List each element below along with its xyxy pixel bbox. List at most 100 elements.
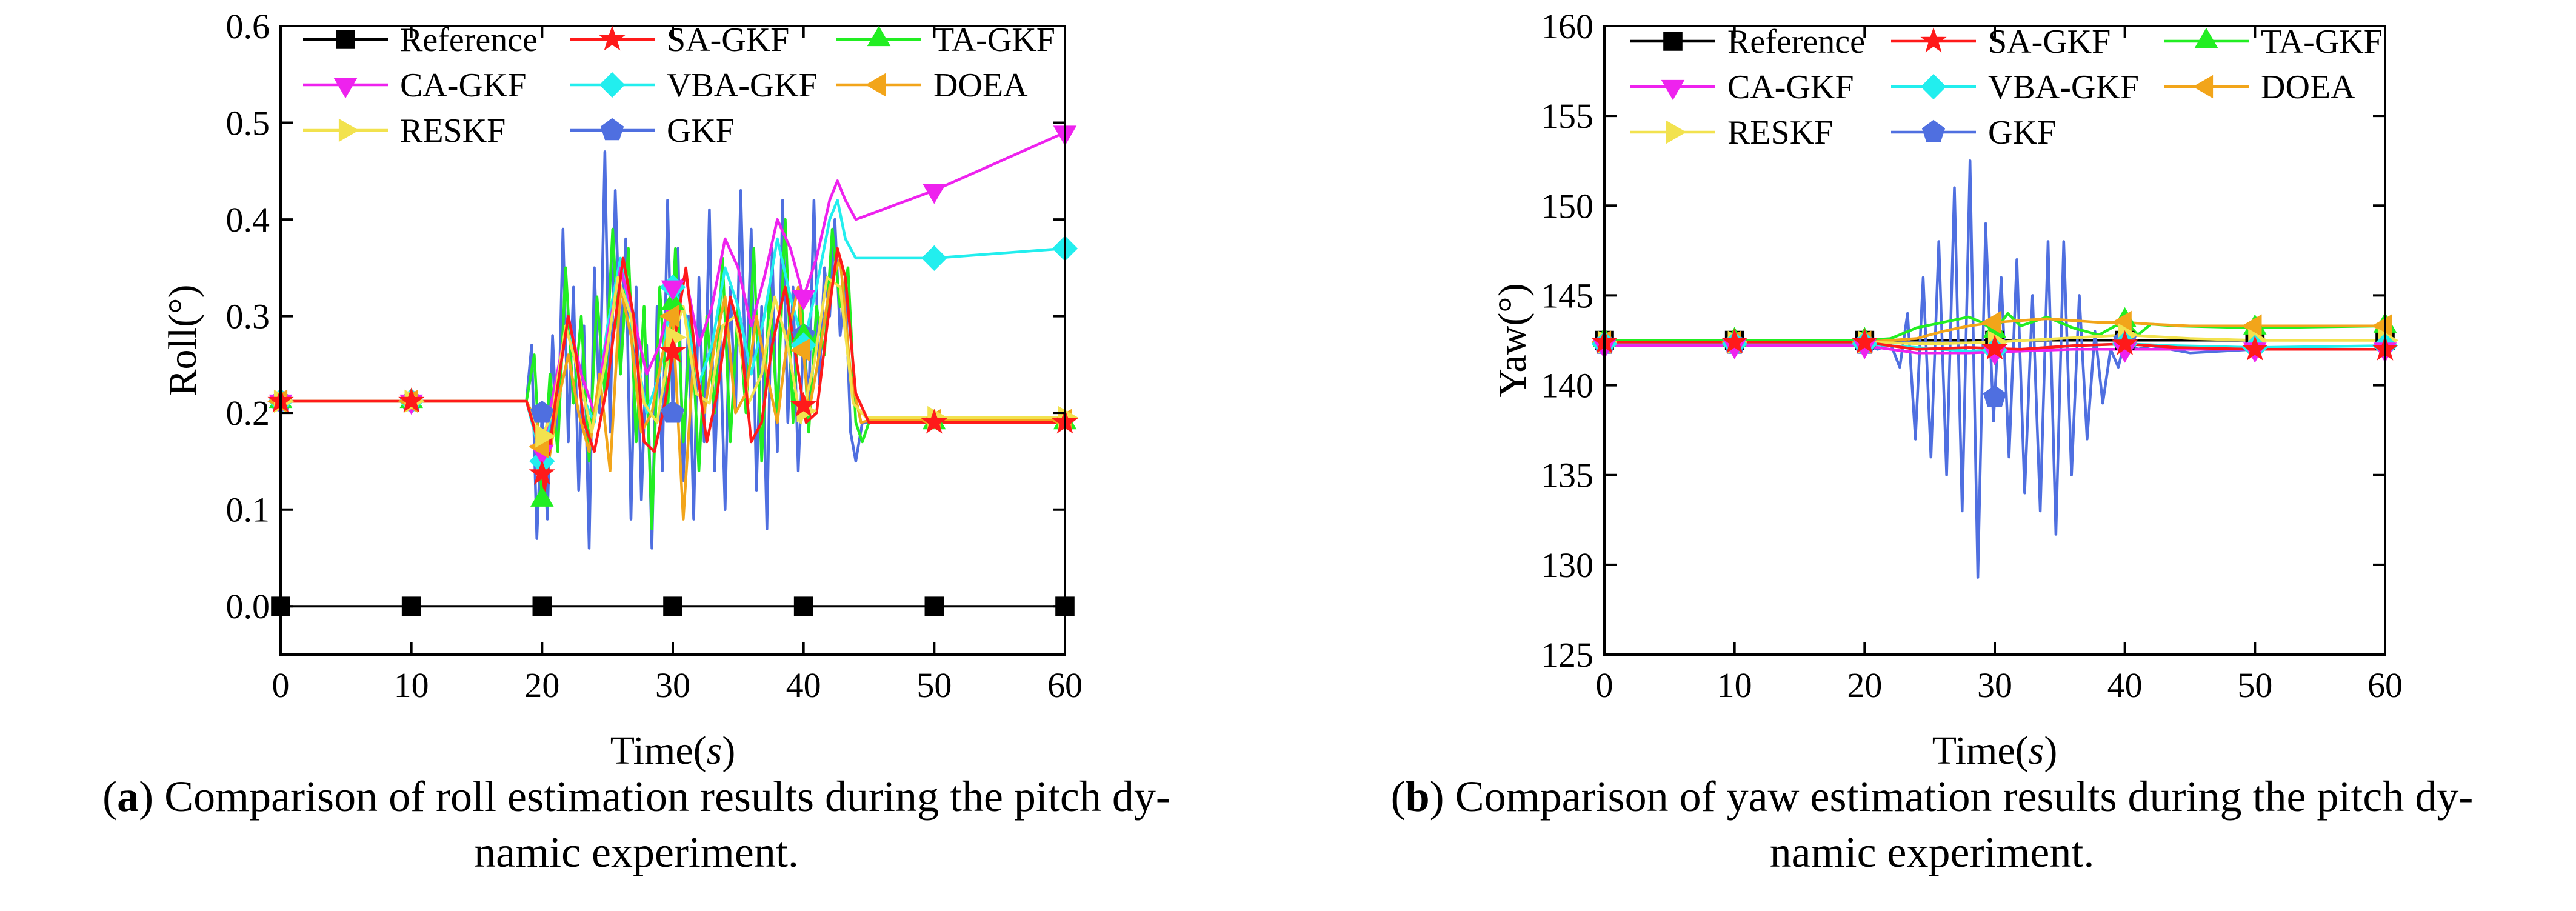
yaw-legend-vba-gkf-label: VBA-GKF [1988, 68, 2139, 106]
yaw-y-tick-label: 125 [1541, 635, 1593, 675]
yaw-x-tick-label: 40 [2107, 666, 2143, 705]
yaw-legend-doea-marker [2192, 75, 2214, 99]
roll-series-vba-gkf-marker [921, 245, 947, 271]
roll-series-ca-gkf-line [281, 131, 1065, 453]
roll-series-reference-marker [924, 596, 944, 616]
yaw-legend-ca-gkf-marker [1661, 79, 1685, 101]
roll-legend-gkf-marker [600, 118, 624, 141]
caption-a-text-line2: namic experiment. [474, 828, 799, 876]
roll-series-reference-marker [401, 596, 421, 616]
roll-legend-sa-gkf-marker [599, 25, 626, 51]
caption-a-label: a [117, 772, 139, 821]
roll-y-tick-label: 0.5 [226, 104, 270, 143]
roll-y-tick-label: 0.1 [226, 490, 270, 530]
yaw-x-tick-label: 50 [2237, 666, 2272, 705]
yaw-series-sa-gkf-marker [1851, 328, 1878, 353]
yaw-series-ta-gkf-line [1604, 312, 2385, 342]
yaw-y-axis-label: Yaw(°) [1490, 283, 1535, 397]
yaw-y-tick-label: 135 [1541, 456, 1593, 495]
roll-legend-reference-marker [336, 30, 355, 49]
roll-series-reskf-marker [535, 424, 556, 448]
roll-y-tick-label: 0.0 [226, 587, 270, 626]
yaw-chart-panel: 0 10 20 30 40 50 60 125 130 135 140 145 150 155 160 Tim… [1490, 7, 2403, 773]
roll-legend-reskf-marker [338, 118, 359, 142]
yaw-y-tick-label: 140 [1541, 366, 1593, 405]
roll-legend-ta-gkf-label: TA-GKF [933, 21, 1055, 59]
yaw-legend-ca-gkf-label: CA-GKF [1727, 68, 1854, 106]
roll-legend-vba-gkf-label: VBA-GKF [667, 67, 818, 104]
yaw-series-sa-gkf-marker [1721, 328, 1748, 353]
yaw-y-tick-label: 130 [1541, 546, 1593, 585]
roll-x-tick-label: 40 [786, 666, 821, 705]
roll-series-reference-marker [532, 596, 552, 616]
yaw-x-tick-label: 10 [1717, 666, 1752, 705]
yaw-y-tick-label: 160 [1541, 7, 1593, 46]
yaw-legend-gkf-label: GKF [1988, 114, 2056, 152]
yaw-legend-reskf-marker [1666, 120, 1687, 144]
yaw-legend-vba-gkf-marker [1920, 73, 1947, 100]
roll-legend-gkf-label: GKF [667, 112, 735, 150]
caption-b-label: b [1405, 772, 1430, 821]
roll-legend-ca-gkf-label: CA-GKF [400, 67, 526, 104]
roll-x-tick-label: 60 [1047, 666, 1083, 705]
yaw-series-sa-gkf-marker [2112, 330, 2138, 355]
yaw-series-reskf-line [1604, 333, 2385, 345]
yaw-series-sa-gkf-marker [1981, 335, 2008, 360]
yaw-series-sa-gkf-marker [2241, 335, 2268, 361]
roll-series-reference-marker [793, 596, 813, 616]
roll-legend-reskf-label: RESKF [400, 112, 506, 150]
roll-legend-ta-gkf-marker [867, 25, 891, 47]
yaw-x-tick-label: 30 [1977, 666, 2012, 705]
roll-series-sa-gkf-marker [529, 459, 555, 485]
roll-series-sa-gkf-marker [659, 338, 686, 363]
roll-series-gkf-marker [661, 400, 685, 423]
yaw-legend-doea-label: DOEA [2261, 68, 2355, 106]
yaw-y-tick-label: 150 [1541, 186, 1593, 225]
caption-a-text: ) Comparison of roll estimation results … [139, 772, 1170, 821]
roll-x-axis-label: Time(s) [610, 729, 736, 773]
roll-series-reskf-line [281, 276, 1065, 444]
yaw-x-axis-label: Time(s) [1932, 729, 2058, 773]
caption-b-text: ) Comparison of yaw estimation results d… [1429, 772, 2474, 821]
yaw-x-tick-label: 20 [1847, 666, 1882, 705]
yaw-series-doea-line [1604, 317, 2385, 344]
roll-series-ca-gkf-marker [661, 280, 685, 301]
yaw-series-gkf-marker [1983, 385, 2007, 407]
yaw-legend-reskf-label: RESKF [1727, 114, 1833, 152]
yaw-legend-reference-marker [1663, 32, 1683, 51]
roll-y-tick-label: 0.4 [226, 200, 270, 239]
roll-series-ca-gkf-marker [923, 184, 946, 204]
yaw-series-gkf-line [1604, 159, 2385, 579]
roll-series-ta-gkf-marker [530, 486, 554, 507]
yaw-series-sa-gkf-line [1604, 341, 2385, 351]
yaw-legend: Reference SA-GKF TA-GKF CA-GKF VBA-GKF DOEA RE… [1630, 23, 2383, 152]
roll-series-sa-gkf-marker [398, 387, 425, 413]
yaw-x-tick-label: 0 [1596, 666, 1613, 705]
yaw-y-tick-label: 145 [1541, 276, 1593, 315]
roll-series-ca-gkf-marker [792, 290, 815, 311]
yaw-series-group [1604, 159, 2385, 579]
roll-y-tick-label: 0.6 [226, 7, 270, 46]
roll-series-sa-gkf-marker [790, 392, 817, 417]
caption-b-open: ( [1390, 772, 1406, 821]
roll-series-gkf-line [281, 150, 1065, 550]
yaw-series-doea-marker [1981, 310, 2002, 335]
yaw-x-tick-label: 60 [2367, 666, 2403, 705]
roll-series-doea-marker [659, 304, 680, 328]
roll-series-doea-marker [790, 338, 810, 362]
roll-y-tick-label: 0.2 [226, 393, 270, 433]
roll-legend-reference-label: Reference [400, 21, 538, 59]
yaw-legend-ta-gkf-marker [2194, 27, 2218, 48]
roll-x-tick-label: 50 [916, 666, 952, 705]
roll-y-tick-label: 0.3 [226, 297, 270, 336]
roll-x-tick-label: 30 [655, 666, 690, 705]
yaw-legend-ta-gkf-label: TA-GKF [2261, 23, 2383, 61]
caption-a-open: ( [102, 772, 118, 821]
roll-series-sa-gkf-marker [921, 409, 947, 434]
roll-x-tick-label: 10 [394, 666, 429, 705]
caption-a: (a) Comparison of roll estimation result… [0, 769, 1273, 880]
caption-b: (b) Comparison of yaw estimation results… [1288, 769, 2576, 880]
roll-legend-vba-gkf-marker [599, 72, 626, 98]
roll-y-axis-label: Roll(°) [161, 284, 205, 396]
